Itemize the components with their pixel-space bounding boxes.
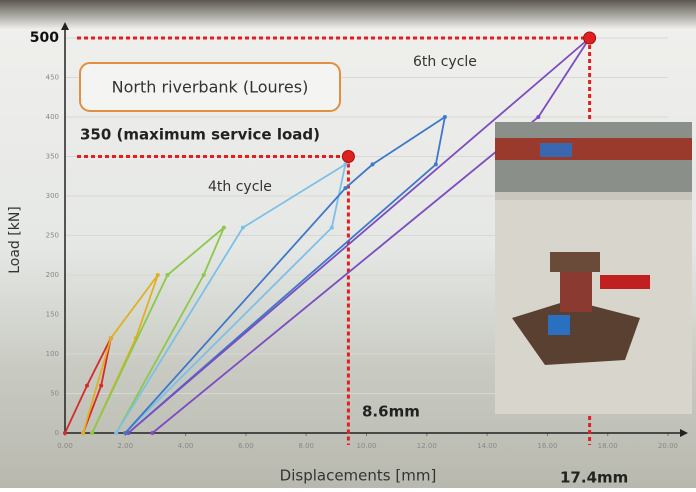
data-point xyxy=(114,431,119,435)
annotation: 4th cycle xyxy=(208,179,272,195)
data-point xyxy=(442,115,447,119)
marker xyxy=(583,31,597,45)
data-point xyxy=(99,383,104,388)
x-tick-label: 8.00 xyxy=(298,442,314,450)
x-tick-label: 14.00 xyxy=(477,442,497,450)
y-axis-arrow xyxy=(61,22,69,30)
data-point xyxy=(85,383,90,388)
x-tick-label: 10.00 xyxy=(356,442,376,450)
y-axis-label: Load [kN] xyxy=(7,206,23,274)
y-tick-label: 350 xyxy=(46,153,59,161)
site-photo xyxy=(495,122,692,414)
x-tick-label: 20.00 xyxy=(658,442,678,450)
y-tick-label: 250 xyxy=(46,232,59,240)
data-point xyxy=(63,431,67,435)
y-tick-label: 300 xyxy=(46,192,59,200)
data-point xyxy=(536,115,541,119)
x-tick-label: 4.00 xyxy=(178,442,194,450)
data-point xyxy=(165,273,170,277)
data-point xyxy=(433,162,438,167)
x-axis-label: Displacements [mm] xyxy=(280,467,437,485)
data-point xyxy=(329,225,334,230)
annotation: North riverbank (Loures) xyxy=(112,78,309,97)
y-tick-label: 100 xyxy=(46,350,59,358)
x-tick-label: 6.00 xyxy=(238,442,254,450)
data-point xyxy=(343,186,348,191)
x-tick-label: 18.00 xyxy=(598,442,618,450)
y-tick-label: 50 xyxy=(50,390,59,398)
x-tick-label: 2.00 xyxy=(118,442,134,450)
series-line xyxy=(127,37,591,434)
marker xyxy=(341,150,355,163)
y-tick-label: 450 xyxy=(46,74,59,82)
x-tick-label: 16.00 xyxy=(537,442,557,450)
annotation: 6th cycle xyxy=(413,54,477,70)
data-point xyxy=(201,273,206,277)
y-tick-label: 500 xyxy=(30,30,59,46)
annotation: 350 (maximum service load) xyxy=(80,126,320,144)
data-point xyxy=(240,225,245,230)
annotation: 17.4mm xyxy=(560,469,628,487)
y-tick-label: 400 xyxy=(46,113,59,121)
data-point xyxy=(155,273,160,277)
x-axis-arrow xyxy=(680,429,688,437)
annotation: 8.6mm xyxy=(362,403,420,421)
data-point xyxy=(343,162,348,167)
annotation-box xyxy=(79,62,341,112)
data-point xyxy=(123,431,128,435)
data-point xyxy=(150,431,155,435)
data-point xyxy=(81,431,86,435)
x-tick-label: 12.00 xyxy=(417,442,437,450)
data-point xyxy=(221,225,226,230)
data-point xyxy=(126,431,131,435)
data-point xyxy=(370,162,375,167)
y-tick-label: 0 xyxy=(55,429,59,437)
series-line xyxy=(124,115,447,434)
data-point xyxy=(108,336,113,341)
data-point xyxy=(90,431,95,435)
x-tick-label: 0.00 xyxy=(57,442,73,450)
y-tick-label: 200 xyxy=(46,271,59,279)
y-tick-label: 150 xyxy=(46,311,59,319)
